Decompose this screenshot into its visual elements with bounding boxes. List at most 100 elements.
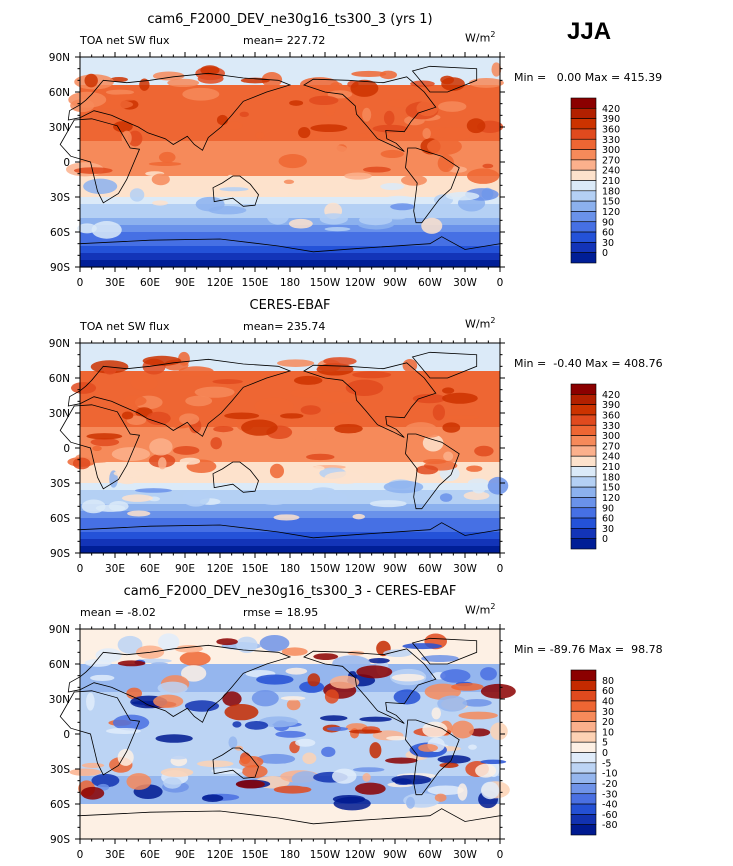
- field-blob: [421, 654, 459, 663]
- field-blob: [324, 101, 336, 116]
- field-band: [80, 462, 500, 470]
- field-blob: [420, 138, 441, 155]
- field-blob: [367, 427, 387, 442]
- x-tick-label: 90W: [383, 277, 407, 289]
- stat-text: mean= 227.72: [243, 34, 326, 47]
- field-blob: [457, 194, 486, 212]
- field-band: [80, 706, 500, 714]
- field-blob: [469, 728, 491, 737]
- field-blob: [136, 645, 165, 659]
- map-frame: [79, 342, 501, 554]
- field-blob: [455, 681, 473, 687]
- field-blob: [122, 395, 147, 407]
- colorbar-swatch: [570, 741, 597, 753]
- field-blob: [347, 670, 358, 684]
- colorbar-swatch: [570, 762, 597, 774]
- field-band: [80, 643, 500, 651]
- field-band: [80, 692, 500, 700]
- field-band: [80, 99, 500, 107]
- field-band: [80, 671, 500, 679]
- coastline: [67, 644, 292, 723]
- field-band: [80, 685, 500, 693]
- colorbar-swatch: [570, 783, 597, 795]
- colorbar-swatch: [570, 752, 597, 764]
- field-band: [80, 155, 500, 163]
- field-blob: [380, 149, 404, 159]
- field-blob: [332, 655, 371, 672]
- x-tick-label: 120W: [345, 849, 376, 861]
- coastline: [59, 118, 141, 204]
- field-band: [80, 64, 500, 72]
- field-blob: [431, 671, 446, 680]
- x-tick-label: 150E: [242, 563, 269, 575]
- field-blob: [457, 783, 468, 801]
- field-blob: [432, 404, 446, 421]
- field-blob: [244, 721, 269, 730]
- y-tick-label: 90N: [49, 624, 70, 636]
- field-blob: [213, 425, 234, 433]
- field-blob: [72, 457, 91, 470]
- field-blob: [463, 491, 490, 500]
- field-blob: [383, 110, 395, 126]
- field-band: [80, 776, 500, 784]
- field-blob: [359, 716, 392, 722]
- field-blob: [180, 665, 207, 682]
- y-tick-label: 0: [63, 443, 70, 455]
- colorbar-label: 60: [602, 228, 614, 239]
- field-blob: [393, 689, 421, 705]
- field-blob: [327, 90, 353, 99]
- field-blob: [184, 414, 194, 428]
- field-blob: [235, 378, 254, 385]
- x-tick-label: 180: [280, 563, 300, 575]
- field-blob: [429, 714, 467, 727]
- field-band: [80, 511, 500, 519]
- field-blob: [239, 111, 249, 118]
- field-blob: [295, 738, 316, 747]
- colorbar-swatch: [570, 169, 597, 181]
- field-blob: [346, 723, 368, 732]
- field-blob: [151, 173, 170, 186]
- colorbar-swatch: [570, 455, 597, 467]
- field-blob: [77, 223, 97, 234]
- field-blob: [351, 70, 387, 77]
- field-band: [80, 92, 500, 100]
- x-tick-label: 60W: [418, 849, 442, 861]
- field-blob: [306, 453, 335, 461]
- field-blob: [412, 393, 446, 404]
- field-blob: [350, 79, 379, 97]
- field-blob: [309, 95, 339, 106]
- field-blob: [382, 195, 416, 205]
- units-text: W/m: [465, 603, 491, 617]
- field-blob: [182, 87, 220, 101]
- field-blob: [323, 357, 357, 366]
- field-band: [80, 364, 500, 372]
- field-blob: [195, 196, 225, 212]
- field-blob: [197, 760, 234, 768]
- field-band: [80, 71, 500, 79]
- field-blob: [242, 764, 268, 779]
- colorbar-label: 20: [602, 717, 614, 728]
- field-blob: [372, 730, 404, 741]
- field-blob: [90, 674, 115, 681]
- x-tick-label: 120W: [345, 277, 376, 289]
- field-blob: [431, 707, 442, 720]
- field-blob: [387, 782, 414, 788]
- field-blob: [347, 674, 376, 687]
- field-blob: [445, 191, 480, 201]
- y-tick-label: 0: [63, 157, 70, 169]
- field-blob: [258, 716, 299, 728]
- field-blob: [239, 755, 264, 768]
- field-blob: [324, 471, 365, 484]
- field-band: [80, 818, 500, 826]
- colorbar-swatch: [570, 803, 597, 815]
- y-tick-label: 90S: [50, 262, 70, 274]
- field-blob: [298, 127, 311, 139]
- coastline: [411, 351, 478, 379]
- field-blob: [396, 773, 437, 779]
- field-blob: [189, 418, 202, 434]
- field-band: [80, 78, 500, 86]
- field-blob: [480, 667, 497, 681]
- colorbar-label: 30: [602, 707, 614, 718]
- field-blob: [391, 673, 425, 682]
- field-blob: [352, 767, 385, 773]
